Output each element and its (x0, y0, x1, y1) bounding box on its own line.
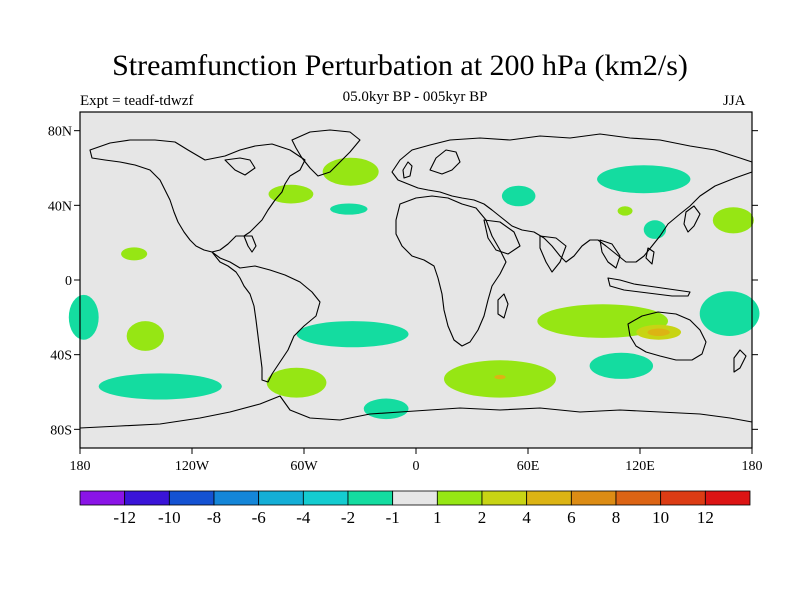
anomaly-south-indian-negative (589, 352, 654, 379)
colorbar-swatch (481, 490, 528, 506)
colorbar-swatch (660, 490, 706, 506)
anomaly-japan-negative (643, 220, 667, 239)
lon-tick-label: 180 (742, 459, 763, 474)
colorbar-swatch (526, 490, 572, 506)
coastline-japan (683, 205, 701, 233)
colorbar-swatch (79, 490, 126, 506)
colorbar-label: -1 (386, 508, 400, 527)
colorbar-label: -4 (296, 508, 311, 527)
coastline-madagascar (497, 293, 509, 319)
lon-tick-label: 180 (70, 459, 91, 474)
colorbar-label: 12 (697, 508, 714, 527)
lat-tick-label: 0 (65, 274, 72, 289)
colorbar-label: 1 (433, 508, 442, 527)
lon-tick-label: 60W (290, 459, 318, 474)
colorbar-label: 2 (478, 508, 487, 527)
lon-tick-label: 120E (625, 459, 655, 474)
chart-subtitle: 05.0kyr BP - 005kyr BP (342, 89, 488, 105)
colorbar-swatch (570, 490, 617, 506)
colorbar-swatch (347, 490, 394, 506)
colorbar-swatch (436, 490, 483, 506)
coastline-antarctica (79, 395, 753, 429)
colorbar-label: 10 (652, 508, 669, 527)
anomaly-south-atlantic-negative (296, 321, 409, 348)
anomaly-west-edge-negative (68, 294, 99, 340)
coastline-new-zealand (733, 349, 747, 373)
colorbar-swatch (124, 490, 170, 506)
anomaly-central-pacific-positive (121, 247, 148, 261)
colorbar-label: -6 (252, 508, 266, 527)
anomaly-australia-positive (537, 304, 669, 338)
coastline-africa (395, 195, 507, 347)
colorbar-swatch (168, 490, 215, 506)
anomaly-north-atlantic-positive (322, 157, 379, 186)
lat-tick-label: 80N (48, 125, 72, 140)
coastline-hudson-bay (224, 157, 256, 176)
coastline-philippines (645, 247, 655, 265)
coastline-scandinavia (429, 149, 461, 175)
chart-title: Streamfunction Perturbation at 200 hPa (… (112, 49, 688, 82)
axis-layer: 80N 40N 0 40S 80S 180 120W 60W 0 60E 120E 180 (48, 125, 763, 474)
anomaly-east-pacific-positive (126, 321, 164, 351)
coastline-layer (79, 129, 753, 429)
colorbar-label: 4 (522, 508, 531, 527)
coastline-arabia (483, 219, 521, 255)
coastline-south-america (211, 251, 321, 383)
anomaly-east-asia-positive (617, 206, 633, 216)
coastline-eurasia (391, 133, 753, 263)
anomaly-mid-atlantic-negative (330, 203, 368, 215)
colorbar-swatch (615, 490, 662, 506)
anomaly-australia-core (647, 328, 670, 336)
coastline-north-america (89, 139, 306, 253)
coastline-indochina (599, 239, 621, 269)
anomaly-patagonia-positive (266, 367, 327, 398)
lon-tick-label: 0 (413, 459, 420, 474)
colorbar-swatch (392, 490, 438, 506)
coastline-indonesia (607, 277, 691, 297)
lat-tick-label: 40N (48, 199, 72, 214)
colorbar-label: -8 (207, 508, 221, 527)
lon-tick-label: 120W (175, 459, 210, 474)
coastline-uk (402, 161, 413, 179)
anomaly-siberia-negative (597, 165, 691, 194)
colorbar-label: -2 (341, 508, 355, 527)
colorbar-swatch (302, 490, 349, 506)
anomaly-south-pacific-negative (98, 373, 222, 400)
colorbar-label: 6 (567, 508, 576, 527)
colorbar-label: -10 (158, 508, 181, 527)
anomaly-southern-ocean-negative (363, 398, 409, 420)
coastline-australia (627, 311, 707, 361)
lon-tick-label: 60E (517, 459, 540, 474)
anomaly-indian-ocean-core (494, 374, 506, 380)
coastline-florida (243, 235, 257, 253)
anomaly-north-pacific-positive (712, 207, 754, 234)
colorbar: -12 -10 -8 -6 -4 -2 -1 1 2 4 6 8 10 12 (79, 490, 751, 527)
colorbar-label: -12 (113, 508, 136, 527)
colorbar-label: 8 (612, 508, 621, 527)
anomaly-northeast-us-positive (268, 184, 314, 204)
season-label: JJA (723, 93, 746, 109)
lat-tick-label: 40S (50, 349, 72, 364)
lat-tick-label: 80S (50, 423, 72, 438)
colorbar-swatch (213, 490, 260, 506)
colorbar-swatch (704, 490, 751, 506)
coastline-greenland (291, 129, 361, 177)
coastline-india (539, 235, 567, 273)
anomaly-tasman-negative (699, 291, 760, 336)
anomaly-layer (68, 157, 760, 420)
colorbar-swatch (258, 490, 304, 506)
anomaly-central-asia-negative (501, 185, 536, 207)
experiment-label: Expt = teadf-tdwzf (80, 93, 194, 109)
